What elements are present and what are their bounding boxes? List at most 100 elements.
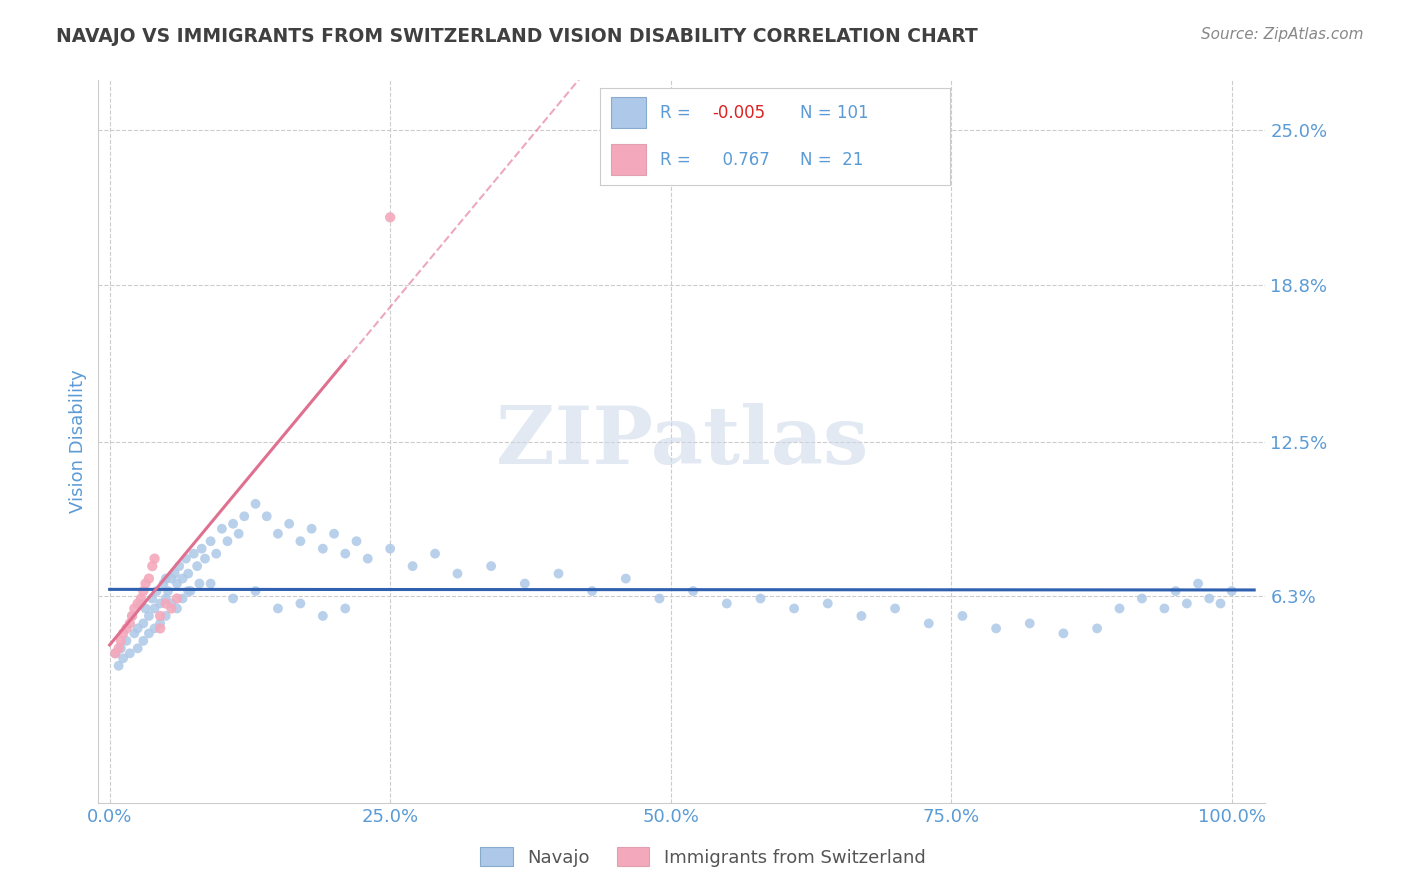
Point (183, 547, 205, 561)
Point (1220, 584, 1243, 599)
Point (146, 584, 169, 599)
Y-axis label: Vision Disability: Vision Disability (69, 369, 87, 514)
Point (127, 621, 149, 635)
Point (129, 597, 152, 611)
Point (222, 591, 245, 606)
Point (138, 609, 160, 624)
Point (346, 534, 368, 549)
Point (149, 597, 172, 611)
Point (104, 646, 127, 660)
Point (1085, 621, 1108, 635)
Point (335, 547, 357, 561)
Point (233, 509, 256, 524)
Point (851, 609, 873, 624)
Point (513, 576, 536, 591)
Point (167, 559, 190, 574)
Point (1153, 601, 1175, 615)
Point (141, 559, 163, 574)
Point (312, 541, 335, 556)
Point (138, 626, 160, 640)
Point (166, 576, 188, 591)
Point (166, 601, 188, 615)
Point (112, 626, 135, 640)
Point (648, 591, 671, 606)
Point (135, 576, 157, 591)
Point (581, 584, 603, 599)
Point (118, 646, 141, 660)
Point (112, 651, 135, 665)
Point (952, 609, 974, 624)
Point (1052, 626, 1074, 640)
Point (132, 584, 155, 599)
Point (155, 597, 177, 611)
Point (401, 559, 423, 574)
Point (918, 616, 941, 631)
Text: NAVAJO VS IMMIGRANTS FROM SWITZERLAND VISION DISABILITY CORRELATION CHART: NAVAJO VS IMMIGRANTS FROM SWITZERLAND VI… (56, 27, 979, 45)
Point (1018, 616, 1040, 631)
Point (716, 597, 738, 611)
Point (211, 522, 233, 536)
Point (143, 601, 166, 615)
Point (121, 609, 143, 624)
Point (1108, 601, 1130, 615)
Point (177, 566, 200, 581)
Point (547, 566, 569, 581)
Point (278, 516, 301, 531)
Point (256, 509, 278, 524)
Point (884, 601, 907, 615)
Point (129, 591, 152, 606)
Point (115, 621, 138, 635)
Point (118, 616, 141, 631)
Point (200, 576, 222, 591)
Point (1175, 597, 1198, 611)
Point (217, 534, 239, 549)
Point (166, 591, 188, 606)
Point (194, 551, 217, 566)
Point (179, 584, 201, 599)
Point (107, 658, 129, 673)
Legend: Navajo, Immigrants from Switzerland: Navajo, Immigrants from Switzerland (474, 840, 932, 874)
Point (423, 547, 446, 561)
Point (149, 621, 172, 635)
Point (190, 541, 212, 556)
Point (124, 601, 146, 615)
Point (614, 572, 637, 586)
Point (143, 551, 166, 566)
Point (135, 601, 157, 615)
Point (245, 584, 267, 599)
Point (127, 597, 149, 611)
Point (149, 609, 172, 624)
Point (160, 601, 183, 615)
Point (335, 601, 357, 615)
Point (479, 559, 502, 574)
Point (1187, 576, 1209, 591)
Point (267, 526, 290, 541)
Point (186, 559, 208, 574)
Point (984, 621, 1007, 635)
Point (290, 534, 312, 549)
Point (149, 616, 172, 631)
Point (174, 551, 197, 566)
Point (177, 584, 200, 599)
Text: ZIPatlas: ZIPatlas (496, 402, 868, 481)
Point (138, 572, 160, 586)
Point (1164, 584, 1187, 599)
Point (121, 609, 143, 624)
Point (682, 584, 704, 599)
Point (222, 516, 245, 531)
Point (172, 591, 194, 606)
Point (124, 626, 146, 640)
Point (1198, 591, 1220, 606)
Point (132, 633, 155, 648)
Point (245, 497, 267, 511)
Point (817, 597, 839, 611)
Point (107, 641, 129, 656)
Point (110, 633, 132, 648)
Point (301, 522, 323, 536)
Point (357, 551, 380, 566)
Point (1209, 597, 1232, 611)
Point (323, 526, 346, 541)
Point (312, 609, 335, 624)
Point (104, 646, 127, 660)
Point (446, 566, 468, 581)
